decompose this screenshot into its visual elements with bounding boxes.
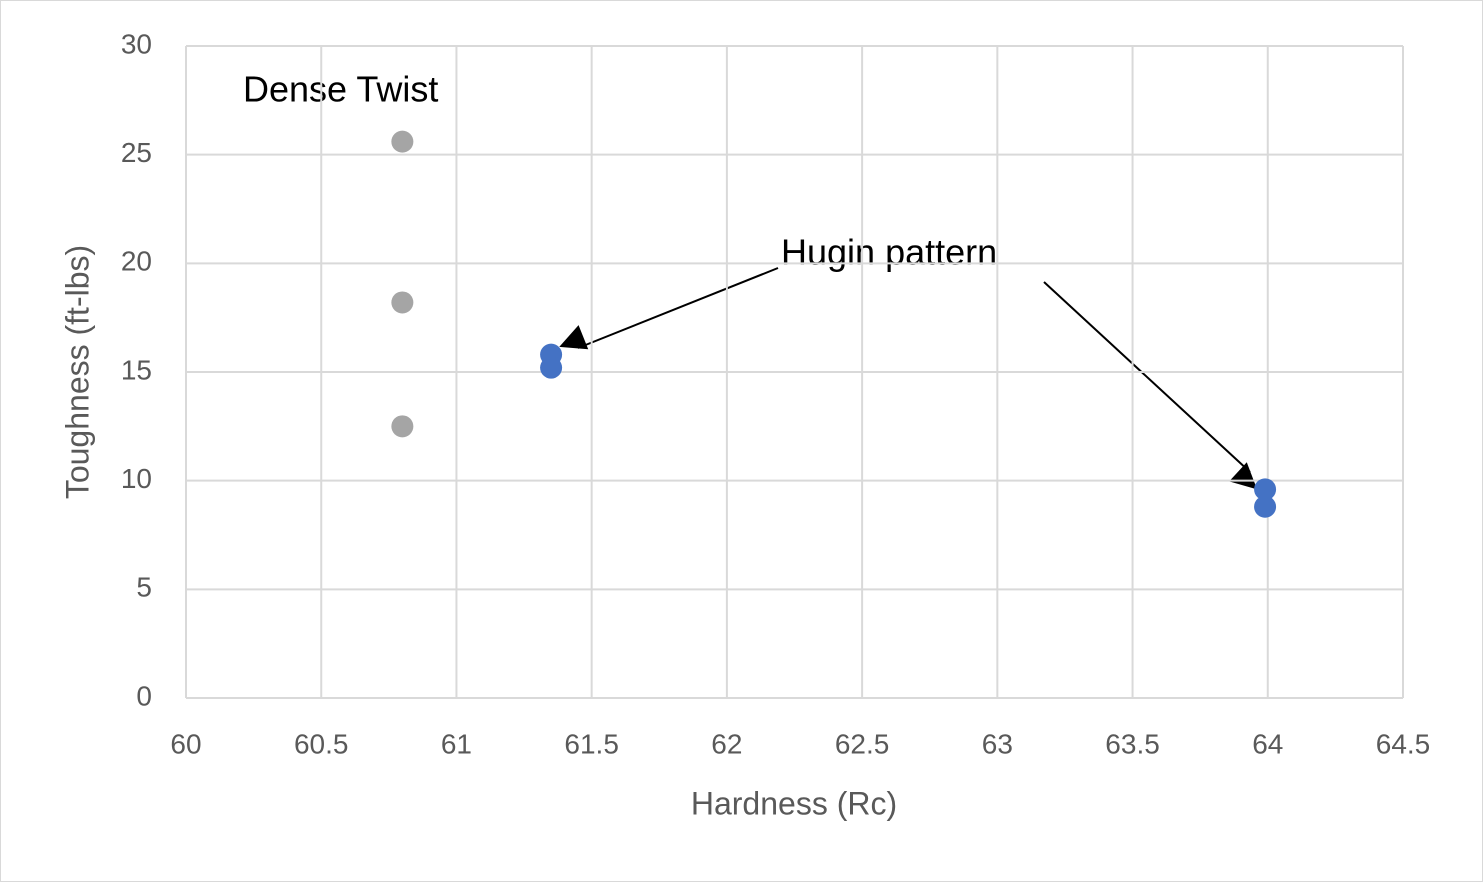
- point: [1254, 478, 1277, 501]
- y-axis-title: Toughness (ft-lbs): [59, 245, 95, 499]
- arrow: [559, 267, 779, 350]
- x-tick-label: 62: [711, 728, 742, 759]
- x-tick-label: 64.5: [1376, 728, 1431, 759]
- point: [540, 356, 563, 379]
- y-tick-label: 15: [121, 354, 152, 385]
- x-tick-label: 61.5: [564, 728, 619, 759]
- y-tick-label: 20: [121, 246, 152, 277]
- point: [391, 415, 414, 438]
- point: [1254, 495, 1277, 518]
- x-tick-label: 63.5: [1105, 728, 1160, 759]
- arrow: [1043, 281, 1258, 490]
- annotation: Dense Twist: [243, 69, 438, 110]
- x-tick-label: 63: [982, 728, 1013, 759]
- annotation: Hugin pattern: [781, 232, 997, 273]
- x-tick-label: 60: [170, 728, 201, 759]
- x-tick-label: 60.5: [294, 728, 349, 759]
- x-tick-label: 64: [1252, 728, 1283, 759]
- y-tick-label: 30: [121, 28, 152, 59]
- y-tick-label: 5: [136, 572, 152, 603]
- y-tick-label: 25: [121, 137, 152, 168]
- x-axis-title: Hardness (Rc): [691, 785, 897, 821]
- x-tick-label: 61: [441, 728, 472, 759]
- point: [391, 291, 414, 314]
- x-tick-label: 62.5: [835, 728, 890, 759]
- point: [391, 130, 414, 153]
- y-tick-label: 10: [121, 463, 152, 494]
- y-tick-label: 0: [136, 680, 152, 711]
